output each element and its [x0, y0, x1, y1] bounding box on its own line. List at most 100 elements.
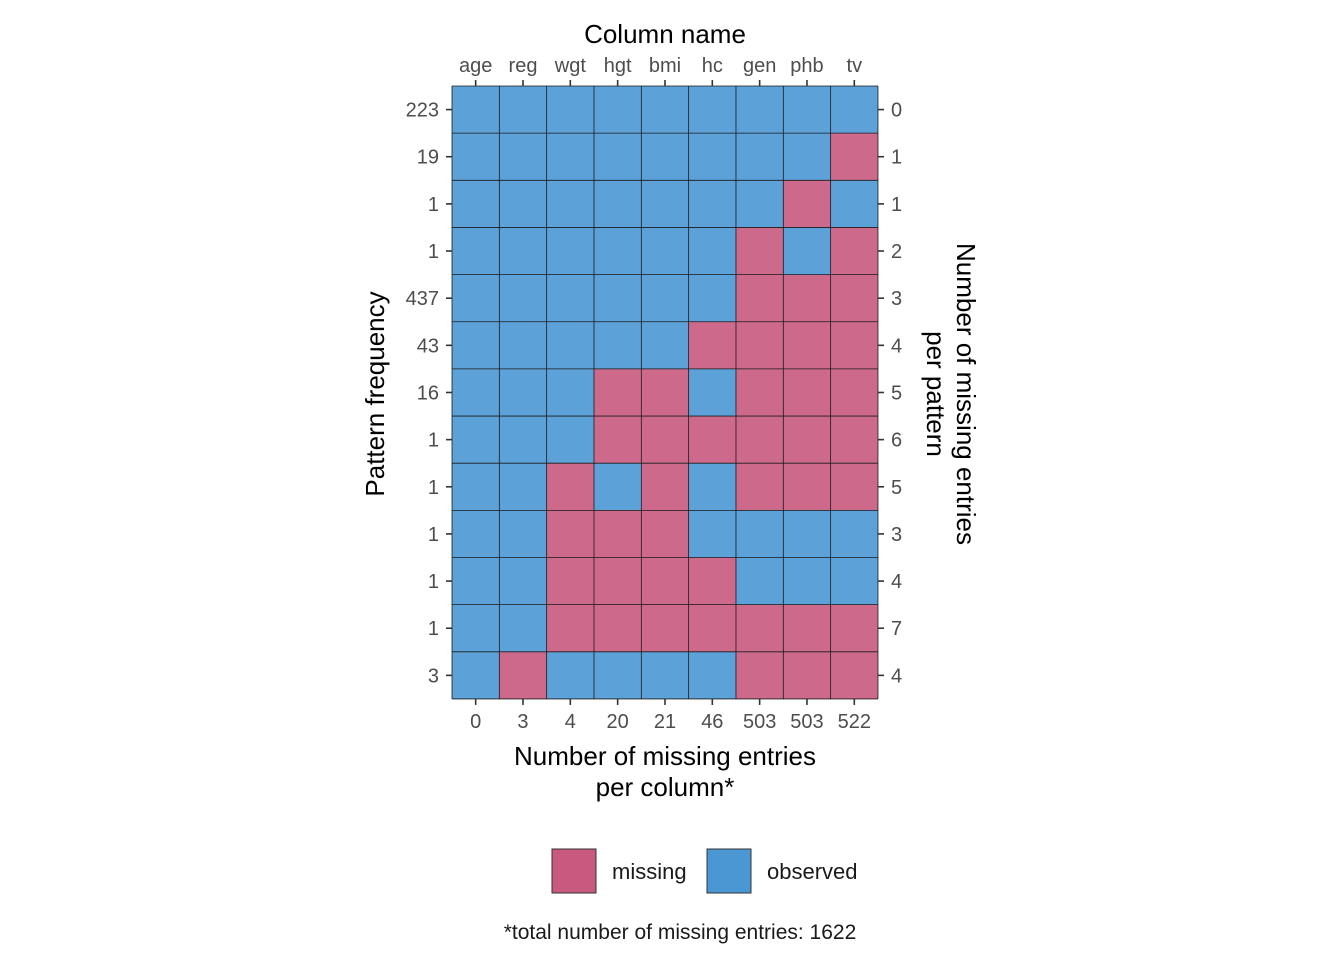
- column-name-label: bmi: [649, 55, 681, 77]
- cell-tv-pattern-9: [830, 463, 878, 511]
- column-name-label: gen: [743, 55, 776, 77]
- cell-hgt-pattern-7: [593, 368, 642, 417]
- pattern-frequency-label: 1: [428, 430, 439, 452]
- legend-missing-swatch: [551, 848, 597, 894]
- cell-wgt-pattern-13: [546, 651, 594, 699]
- cell-phb-pattern-3: [783, 180, 831, 228]
- cell-phb-pattern-5: [783, 274, 831, 322]
- missing-per-pattern-label: 4: [891, 335, 902, 357]
- cell-wgt-pattern-1: [546, 86, 594, 134]
- missing-per-column-label: 503: [743, 711, 776, 733]
- cell-hc-pattern-8: [688, 416, 736, 464]
- cell-tv-pattern-5: [830, 274, 878, 322]
- cell-wgt-pattern-8: [546, 416, 594, 464]
- y-axis-label-right: Number of missing entries per pattern: [921, 243, 981, 545]
- cell-bmi-pattern-9: [641, 463, 689, 511]
- y-axis-label-left: Pattern frequency: [360, 291, 390, 496]
- cell-age-pattern-13: [452, 651, 500, 699]
- axes: age0reg3wgt4hgt20bmi21hc46gen503phb503tv…: [406, 55, 902, 733]
- cell-bmi-pattern-4: [641, 227, 689, 275]
- cell-gen-pattern-3: [735, 180, 784, 228]
- cell-tv-pattern-7: [830, 368, 878, 417]
- cell-gen-pattern-9: [735, 463, 784, 511]
- cell-tv-pattern-11: [830, 557, 878, 605]
- cell-bmi-pattern-13: [641, 651, 689, 699]
- missing-per-pattern-label: 0: [891, 100, 902, 122]
- cell-tv-pattern-10: [830, 510, 878, 558]
- cell-tv-pattern-8: [830, 416, 878, 464]
- cell-bmi-pattern-8: [641, 416, 689, 464]
- pattern-frequency-label: 19: [417, 147, 439, 169]
- column-name-label: age: [459, 55, 492, 77]
- cell-hgt-pattern-13: [593, 651, 642, 699]
- cell-gen-pattern-10: [735, 510, 784, 558]
- cell-age-pattern-9: [452, 463, 500, 511]
- cell-wgt-pattern-5: [546, 274, 594, 322]
- missing-per-column-label: 503: [790, 711, 823, 733]
- cell-hc-pattern-5: [688, 274, 736, 322]
- cell-phb-pattern-13: [783, 651, 831, 699]
- legend: missing observed: [551, 848, 858, 894]
- cell-phb-pattern-12: [783, 604, 831, 652]
- cell-wgt-pattern-6: [546, 321, 594, 369]
- cell-hgt-pattern-8: [593, 416, 642, 464]
- missing-per-column-label: 3: [517, 711, 528, 733]
- missing-per-pattern-label: 2: [891, 241, 902, 263]
- cell-bmi-pattern-3: [641, 180, 689, 228]
- pattern-frequency-label: 1: [428, 524, 439, 546]
- missing-per-pattern-label: 5: [891, 382, 902, 404]
- cell-bmi-pattern-2: [641, 133, 689, 181]
- cell-hgt-pattern-5: [593, 274, 642, 322]
- cell-phb-pattern-7: [783, 368, 831, 417]
- pattern-frequency-label: 1: [428, 571, 439, 593]
- cell-phb-pattern-11: [783, 557, 831, 605]
- cell-hgt-pattern-9: [593, 463, 642, 511]
- cell-reg-pattern-3: [499, 180, 547, 228]
- cell-reg-pattern-11: [499, 557, 547, 605]
- cell-reg-pattern-10: [499, 510, 547, 558]
- missing-per-pattern-label: 3: [891, 288, 902, 310]
- cell-reg-pattern-5: [499, 274, 547, 322]
- cell-tv-pattern-1: [830, 86, 878, 134]
- cell-phb-pattern-9: [783, 463, 831, 511]
- missing-per-pattern-label: 1: [891, 194, 902, 216]
- cell-reg-pattern-8: [499, 416, 547, 464]
- cell-age-pattern-5: [452, 274, 500, 322]
- cell-hgt-pattern-12: [593, 604, 642, 652]
- missing-per-column-label: 20: [607, 711, 629, 733]
- pattern-frequency-label: 1: [428, 618, 439, 640]
- pattern-frequency-label: 1: [428, 477, 439, 499]
- cell-wgt-pattern-2: [546, 133, 594, 181]
- missing-per-column-label: 0: [470, 711, 481, 733]
- cell-tv-pattern-12: [830, 604, 878, 652]
- cell-reg-pattern-12: [499, 604, 547, 652]
- cell-phb-pattern-2: [783, 133, 831, 181]
- cell-hgt-pattern-2: [593, 133, 642, 181]
- cell-bmi-pattern-1: [641, 86, 689, 134]
- cell-age-pattern-10: [452, 510, 500, 558]
- cell-gen-pattern-2: [735, 133, 784, 181]
- cell-age-pattern-8: [452, 416, 500, 464]
- cell-gen-pattern-5: [735, 274, 784, 322]
- legend-observed-swatch: [706, 848, 752, 894]
- chart-caption: *total number of missing entries: 1622: [504, 921, 857, 944]
- cell-phb-pattern-1: [783, 86, 831, 134]
- cell-wgt-pattern-11: [546, 557, 594, 605]
- cell-wgt-pattern-4: [546, 227, 594, 275]
- cell-phb-pattern-6: [783, 321, 831, 369]
- cell-tv-pattern-6: [830, 321, 878, 369]
- cell-phb-pattern-8: [783, 416, 831, 464]
- cell-hgt-pattern-3: [593, 180, 642, 228]
- x-axis-label-line2: per column*: [596, 772, 735, 802]
- cell-hc-pattern-7: [688, 368, 736, 417]
- cell-hc-pattern-1: [688, 86, 736, 134]
- pattern-frequency-label: 3: [428, 665, 439, 687]
- cell-hgt-pattern-6: [593, 321, 642, 369]
- cell-reg-pattern-7: [499, 368, 547, 417]
- missing-per-pattern-label: 7: [891, 618, 902, 640]
- cell-bmi-pattern-5: [641, 274, 689, 322]
- cell-gen-pattern-12: [735, 604, 784, 652]
- y-axis-label-right-line2: per pattern: [921, 331, 951, 457]
- cell-tv-pattern-2: [830, 133, 878, 181]
- pattern-grid: [452, 86, 878, 699]
